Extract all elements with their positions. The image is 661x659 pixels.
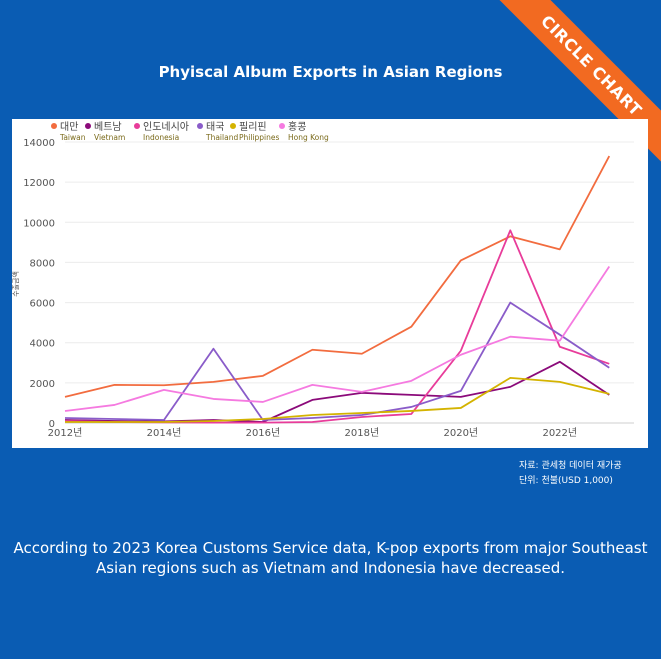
x-tick-label: 2018년 <box>345 427 380 439</box>
legend-label-en: Taiwan <box>59 133 86 142</box>
y-tick-label: 0 <box>49 419 55 430</box>
line-chart: 0 2000 4000 6000 8000 10000 12000 14000 2012년 201… <box>11 120 634 439</box>
y-tick-label: 6000 <box>30 299 55 310</box>
caption-line-1: According to 2023 Korea Customs Service … <box>13 539 648 557</box>
x-tick-label: 2014년 <box>147 427 182 439</box>
x-tick-label: 2012년 <box>48 427 83 439</box>
source-note: 자료: 관세청 데이터 재가공 단위: 천불(USD 1,000) <box>519 459 622 489</box>
y-tick-label: 14000 <box>23 138 55 149</box>
y-tick-label: 10000 <box>23 218 55 229</box>
legend-marker <box>197 123 203 129</box>
legend-label-en: Vietnam <box>94 133 125 142</box>
legend-label-en: Hong Kong <box>288 133 329 142</box>
legend-label-en: Indonesia <box>143 133 179 142</box>
legend-label: 대만 <box>60 121 78 133</box>
legend-label: 베트남 <box>94 121 122 133</box>
legend-label-en: Philippines <box>239 133 280 142</box>
x-tick-label: 2016년 <box>246 427 281 439</box>
unit-line: 단위: 천불(USD 1,000) <box>519 476 613 486</box>
chart-card: 0 2000 4000 6000 8000 10000 12000 14000 2012년 201… <box>11 119 648 448</box>
legend-marker <box>279 123 285 129</box>
caption: According to 2023 Korea Customs Service … <box>0 538 661 578</box>
legend-label: 필리핀 <box>239 121 267 133</box>
y-tick-label: 4000 <box>30 339 55 350</box>
legend-marker <box>230 123 236 129</box>
x-tick-label: 2020년 <box>443 427 478 439</box>
series-line <box>64 229 610 424</box>
x-tick-label: 2022년 <box>542 427 577 439</box>
series-line <box>64 265 611 412</box>
legend-marker <box>134 123 140 129</box>
series-line <box>65 376 610 423</box>
series-line <box>64 360 610 423</box>
series-line <box>64 155 611 398</box>
y-tick-label: 12000 <box>23 178 55 189</box>
series-line <box>64 301 610 421</box>
page-title: Phyiscal Album Exports in Asian Regions <box>158 63 503 81</box>
legend-marker <box>85 123 91 129</box>
caption-line-2: Asian regions such as Vietnam and Indone… <box>95 559 566 577</box>
legend-label: 홍콩 <box>288 120 306 133</box>
legend-label: 태국 <box>206 121 224 133</box>
y-tick-label: 2000 <box>30 379 55 390</box>
legend-label: 인도네시아 <box>143 121 189 133</box>
y-axis-label: 수출금액 <box>12 271 20 297</box>
legend-marker <box>51 123 57 129</box>
source-line: 자료: 관세청 데이터 재가공 <box>519 461 622 471</box>
legend-label-en: Thailand <box>205 133 238 142</box>
y-tick-label: 8000 <box>30 258 55 269</box>
